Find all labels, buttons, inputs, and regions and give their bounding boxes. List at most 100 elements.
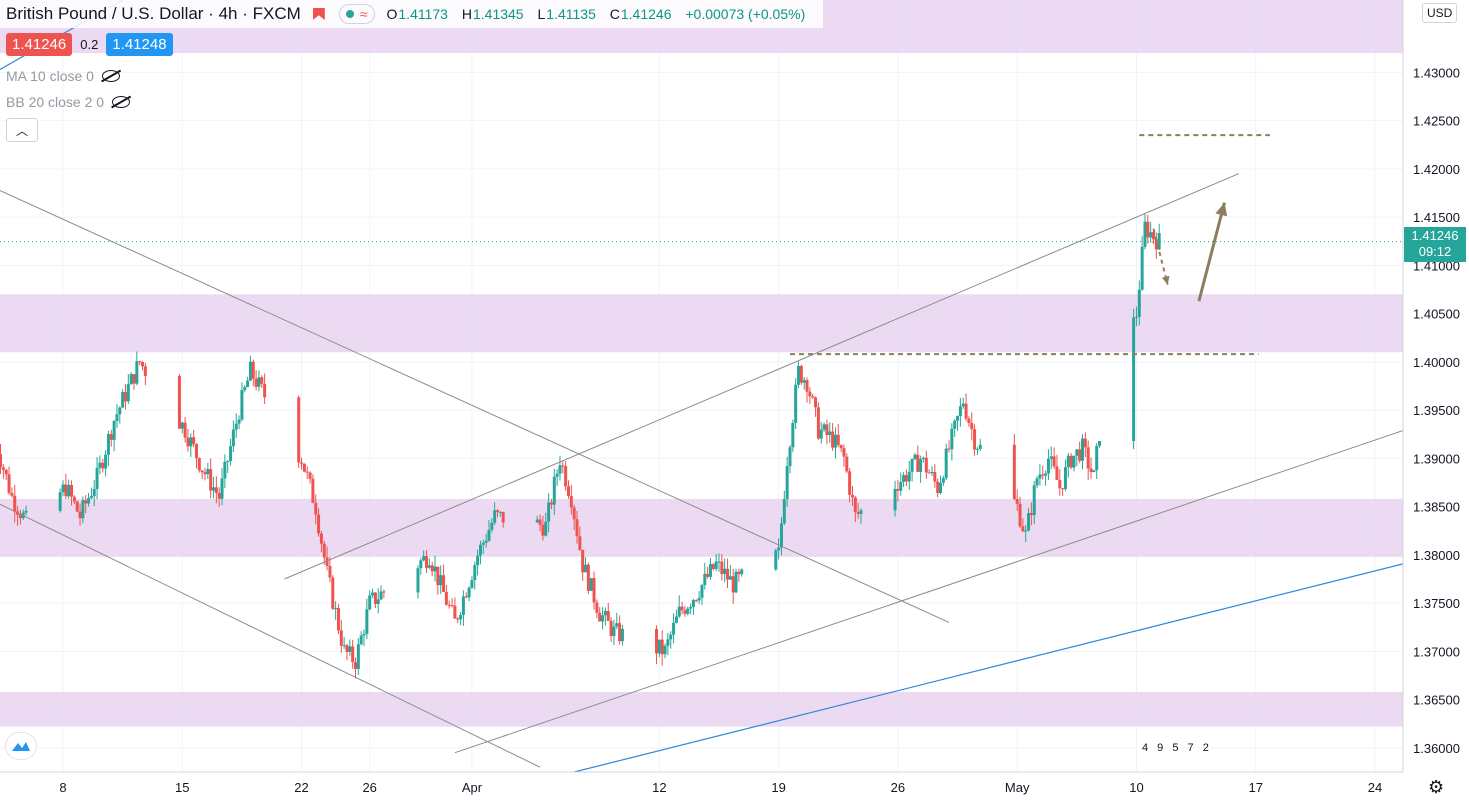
candle <box>700 584 704 605</box>
candle-body <box>251 361 255 379</box>
currency-button[interactable]: USD <box>1422 3 1458 23</box>
collapse-legend-button[interactable]: ︿ <box>6 118 38 142</box>
candle <box>958 397 962 427</box>
candle <box>470 576 474 589</box>
candle-body <box>1154 239 1158 250</box>
candle-body <box>501 511 505 523</box>
candle <box>342 637 346 649</box>
candle <box>578 526 582 551</box>
candle-body <box>78 511 82 519</box>
candle-body <box>430 565 434 572</box>
candle <box>1089 457 1093 479</box>
candle <box>595 599 599 619</box>
candle-body <box>825 424 829 436</box>
price-tick-label: 1.39500 <box>1413 403 1460 418</box>
candle-body <box>495 510 499 512</box>
tradingview-logo-icon[interactable] <box>6 733 36 759</box>
candle <box>246 376 250 388</box>
candle-body <box>584 564 588 573</box>
candle-body <box>1134 316 1138 318</box>
candle <box>689 603 693 615</box>
candle <box>910 458 914 482</box>
candle-body <box>325 557 329 566</box>
candle-body <box>373 592 377 604</box>
candle-body <box>484 540 488 543</box>
price-tick-label: 1.37500 <box>1413 596 1460 611</box>
candle <box>907 460 911 490</box>
market-status-pill[interactable]: ≈ <box>338 4 375 24</box>
candle <box>490 517 494 533</box>
candle-body <box>714 561 718 570</box>
candle <box>737 568 741 582</box>
buy-button[interactable]: 1.41248 <box>106 33 173 56</box>
candle <box>956 415 960 431</box>
candle-body <box>81 500 85 519</box>
candle-body <box>1018 503 1022 527</box>
candle-body <box>723 568 727 575</box>
indicator-bb[interactable]: BB 20 close 2 0 <box>6 94 131 110</box>
candle-body <box>336 608 340 631</box>
candle-body <box>950 428 954 450</box>
candle <box>728 564 732 580</box>
candle <box>123 383 127 410</box>
candle <box>84 495 88 514</box>
candle <box>433 555 437 582</box>
price-tick-label: 1.40000 <box>1413 355 1460 370</box>
candle <box>4 469 8 481</box>
candle-body <box>970 422 974 430</box>
candle-body <box>314 502 318 515</box>
candle <box>365 598 369 640</box>
candle-body <box>1061 488 1065 490</box>
candle-body <box>311 478 315 503</box>
candle-body <box>89 496 93 499</box>
candle-body <box>615 623 619 627</box>
open-value: 1.41173 <box>398 6 448 22</box>
candle <box>893 480 897 517</box>
candle-body <box>302 463 306 472</box>
candle-body <box>896 488 900 491</box>
price-tick-label: 1.38000 <box>1413 548 1460 563</box>
candle-body <box>447 604 451 606</box>
candle-body <box>339 630 343 646</box>
candle <box>680 601 684 615</box>
candle-body <box>538 519 542 525</box>
candle-body <box>919 459 923 472</box>
candle <box>109 429 113 447</box>
time-tick-label: 12 <box>652 780 666 795</box>
candle-body <box>595 602 599 613</box>
candle <box>1061 488 1065 496</box>
candle-body <box>456 618 460 620</box>
gear-icon[interactable]: ⚙ <box>1428 777 1445 797</box>
eye-off-icon[interactable] <box>112 96 131 108</box>
indicator-ma[interactable]: MA 10 close 0 <box>6 68 120 84</box>
candle <box>603 607 607 626</box>
candle-body <box>461 596 465 615</box>
symbol-title[interactable]: British Pound / U.S. Dollar · 4h · FXCM <box>6 4 301 23</box>
candle <box>81 496 85 524</box>
eye-off-icon[interactable] <box>101 70 120 82</box>
candle-body <box>1046 458 1050 474</box>
price-tick-label: 1.43000 <box>1413 65 1460 80</box>
candle <box>322 541 326 565</box>
candle <box>416 565 420 599</box>
candle-body <box>356 644 360 670</box>
candle <box>939 475 943 495</box>
economic-events[interactable]: 4 9 5 7 2 <box>1142 742 1212 754</box>
flag-icon[interactable] <box>312 8 325 20</box>
candle-body <box>842 448 846 457</box>
candle <box>1134 306 1138 327</box>
candle <box>442 564 446 593</box>
candle <box>1086 440 1090 480</box>
candle-body <box>13 495 17 512</box>
candle <box>180 421 184 434</box>
candle <box>703 562 707 590</box>
sell-button[interactable]: 1.41246 <box>6 33 73 56</box>
candle-body <box>365 609 369 634</box>
high-value: 1.41345 <box>472 6 524 22</box>
candle-body <box>371 592 375 596</box>
candle-body <box>734 571 738 593</box>
candle-body <box>674 616 678 623</box>
candle <box>319 530 323 553</box>
candle-body <box>1052 456 1056 467</box>
